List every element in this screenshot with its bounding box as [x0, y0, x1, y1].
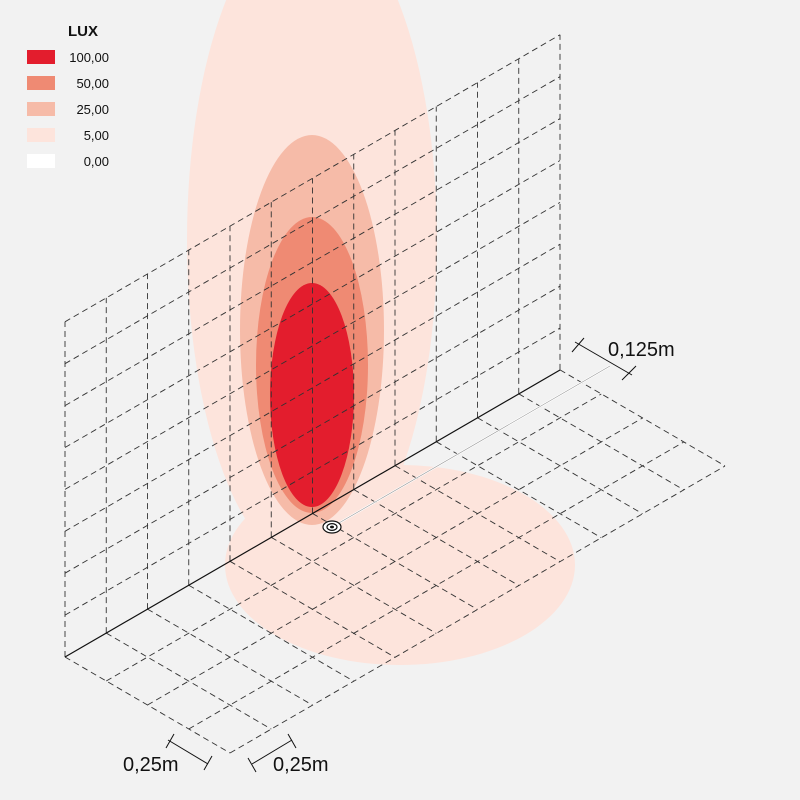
wall-grid-line: [64, 202, 561, 490]
wall-grid-line: [64, 76, 561, 365]
floor-grid-line: [477, 417, 643, 515]
wall-base-line: [64, 369, 561, 658]
light-zones: [187, 0, 575, 665]
floor-grid-line: [436, 441, 602, 539]
wall-grid-line: [64, 160, 561, 448]
wall-grid-line: [64, 327, 561, 616]
floor-grid-line: [147, 417, 643, 706]
legend-swatch: [27, 50, 55, 64]
offset-label: 0,125m: [608, 339, 675, 361]
floor-grid-line: [559, 369, 726, 467]
wall-grid-line: [64, 285, 561, 574]
wall-grid-line: [64, 34, 561, 323]
grid-depth-label: 0,25m: [273, 754, 329, 776]
legend-swatch: [27, 154, 55, 168]
legend: 100,00 50,00 25,00 5,00 0,00: [27, 50, 109, 169]
floor-grid-line: [106, 393, 602, 682]
floor-grid-line: [188, 441, 684, 730]
dimension-marks: [165, 337, 637, 773]
legend-label: 5,00: [84, 128, 109, 143]
grid-width-label: 0,25m: [123, 754, 179, 776]
grid: [64, 34, 726, 754]
fixture: [322, 520, 342, 534]
legend-label: 25,00: [76, 102, 109, 117]
legend-label: 50,00: [76, 76, 109, 91]
legend-swatch: [27, 128, 55, 142]
legend-title: LUX: [68, 23, 98, 40]
floor-grid-line: [271, 536, 437, 634]
floor-grid-line: [229, 465, 726, 754]
offset-line-core: [331, 365, 611, 528]
zone-100: [270, 283, 354, 507]
legend-label: 0,00: [84, 154, 109, 169]
legend-swatch: [27, 102, 55, 116]
wall-grid-line: [64, 118, 561, 406]
legend-label: 100,00: [69, 50, 109, 65]
legend-swatch: [27, 76, 55, 90]
floor-grid-line: [106, 632, 272, 730]
wall-grid-line: [64, 243, 561, 532]
